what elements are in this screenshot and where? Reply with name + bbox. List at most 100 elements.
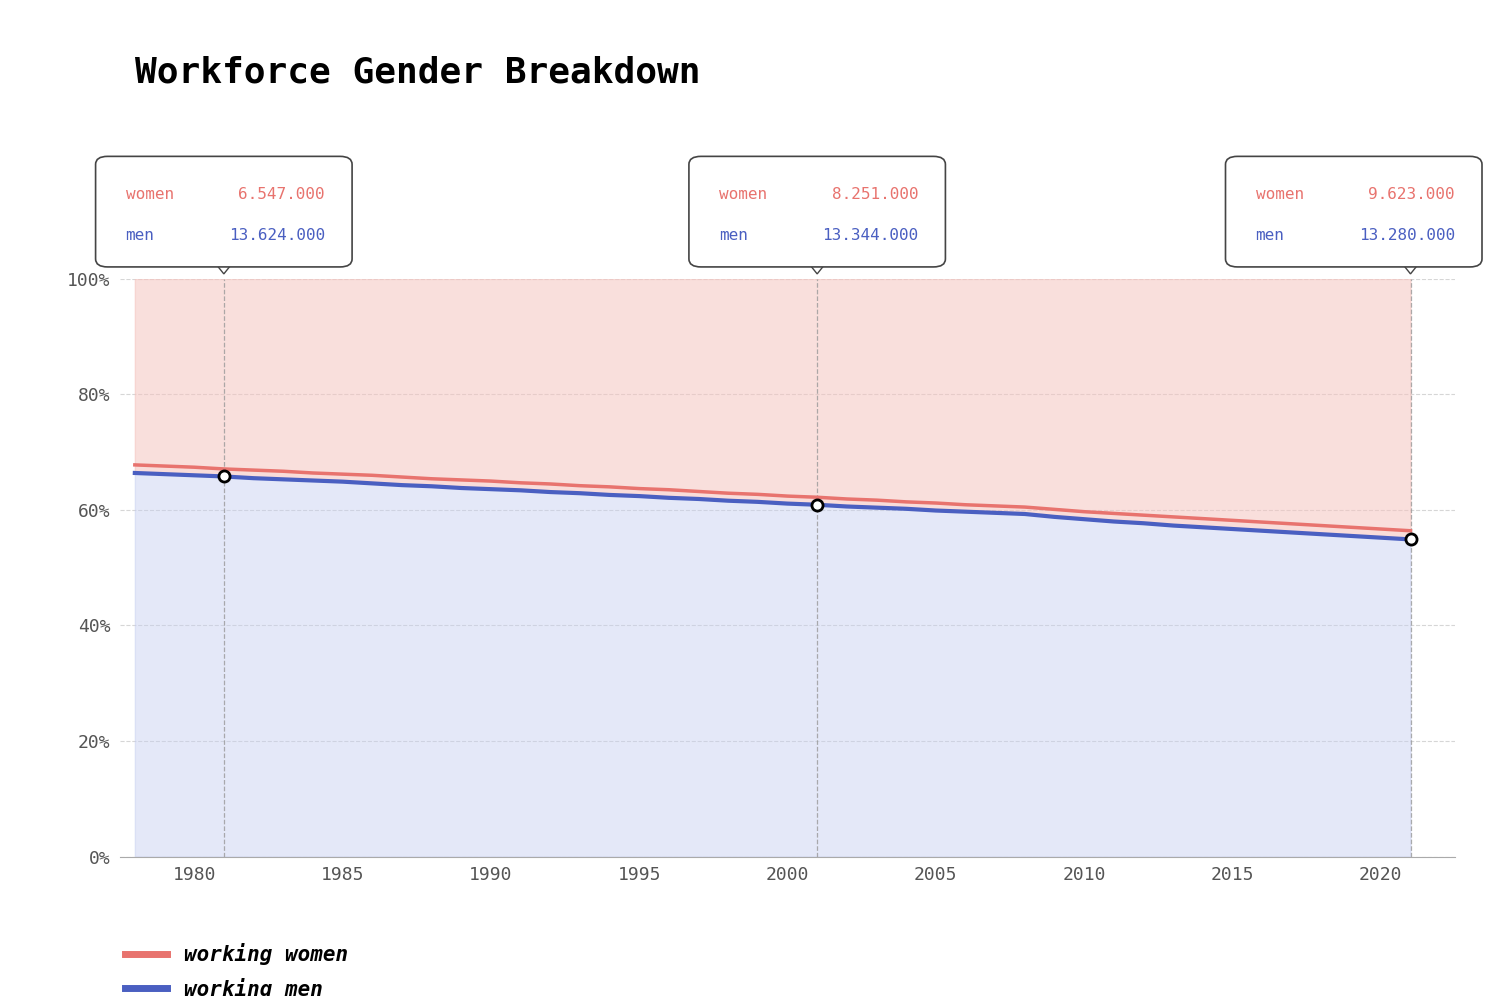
working women xyxy=(482,475,500,487)
working women xyxy=(184,461,202,473)
working men xyxy=(572,487,590,499)
Text: 13.344.000: 13.344.000 xyxy=(822,228,918,243)
working men xyxy=(363,477,381,489)
working women xyxy=(690,485,708,497)
working men xyxy=(1164,520,1182,532)
working women xyxy=(1076,506,1094,518)
working women xyxy=(748,488,766,500)
working men xyxy=(1016,508,1034,520)
working women xyxy=(808,491,826,503)
working men xyxy=(1134,517,1152,529)
working men xyxy=(778,498,796,510)
working men xyxy=(839,501,856,513)
working men xyxy=(660,492,678,504)
working men xyxy=(1312,528,1330,540)
working women xyxy=(1194,513,1212,525)
working women xyxy=(1164,511,1182,523)
working women xyxy=(274,465,292,477)
working men xyxy=(156,468,174,480)
Legend: working women, working men: working women, working men xyxy=(117,934,356,996)
Text: 9.623.000: 9.623.000 xyxy=(1368,187,1455,202)
working women xyxy=(333,468,351,480)
working women xyxy=(156,460,174,472)
working men xyxy=(1282,527,1300,539)
working women xyxy=(1046,503,1064,515)
Text: Workforce Gender Breakdown: Workforce Gender Breakdown xyxy=(135,56,700,90)
working men xyxy=(244,472,262,484)
working men xyxy=(1194,521,1212,533)
working women xyxy=(542,478,560,490)
working men xyxy=(1252,525,1270,537)
working women xyxy=(452,474,470,486)
Text: women: women xyxy=(1256,187,1304,202)
working men xyxy=(1046,511,1064,523)
working men xyxy=(986,507,1004,519)
working women xyxy=(986,500,1004,512)
Text: 8.251.000: 8.251.000 xyxy=(833,187,918,202)
working women xyxy=(778,490,796,502)
working men xyxy=(808,499,826,511)
working men xyxy=(184,469,202,481)
working women xyxy=(1224,514,1242,526)
working women xyxy=(897,496,915,508)
Text: 13.624.000: 13.624.000 xyxy=(230,228,326,243)
working men xyxy=(512,484,530,496)
working men xyxy=(274,473,292,485)
Line: working men: working men xyxy=(135,473,1410,540)
working women xyxy=(600,481,618,493)
working men xyxy=(1372,532,1390,544)
working men xyxy=(542,486,560,498)
working women xyxy=(244,464,262,476)
working women xyxy=(867,494,885,506)
Line: working women: working women xyxy=(135,465,1410,531)
working women xyxy=(1252,516,1270,528)
Text: women: women xyxy=(126,187,174,202)
working men xyxy=(1224,523,1242,535)
working women xyxy=(718,487,736,499)
working men xyxy=(1401,534,1419,546)
working men xyxy=(690,493,708,505)
working women xyxy=(957,499,975,511)
Text: men: men xyxy=(126,228,154,243)
working men xyxy=(126,467,144,479)
working men xyxy=(897,503,915,515)
working men xyxy=(333,476,351,488)
working men xyxy=(927,505,945,517)
working women xyxy=(572,480,590,492)
working women xyxy=(1372,523,1390,535)
working men xyxy=(423,480,441,492)
working women xyxy=(304,467,322,479)
working men xyxy=(718,495,736,507)
working women xyxy=(1401,525,1419,537)
working women xyxy=(1106,507,1124,519)
working women xyxy=(1134,509,1152,521)
working women xyxy=(393,471,411,483)
working women xyxy=(363,469,381,481)
working women xyxy=(630,483,648,495)
working men xyxy=(600,489,618,501)
Text: men: men xyxy=(718,228,748,243)
working men xyxy=(1106,516,1124,528)
working women xyxy=(1342,521,1360,533)
working men xyxy=(482,483,500,495)
working men xyxy=(452,482,470,494)
working men xyxy=(304,474,322,486)
Text: women: women xyxy=(718,187,766,202)
working men xyxy=(748,496,766,508)
working women xyxy=(839,493,856,505)
working women xyxy=(660,484,678,496)
working men xyxy=(630,490,648,502)
working men xyxy=(393,479,411,491)
working women xyxy=(1282,518,1300,530)
working women xyxy=(512,477,530,489)
working men xyxy=(957,506,975,518)
working women xyxy=(927,497,945,509)
working women xyxy=(126,459,144,471)
working men xyxy=(1342,530,1360,542)
working women xyxy=(1016,501,1034,513)
working men xyxy=(214,470,232,482)
Text: 6.547.000: 6.547.000 xyxy=(238,187,326,202)
working women xyxy=(423,473,441,485)
Text: 13.280.000: 13.280.000 xyxy=(1359,228,1455,243)
Text: men: men xyxy=(1256,228,1284,243)
